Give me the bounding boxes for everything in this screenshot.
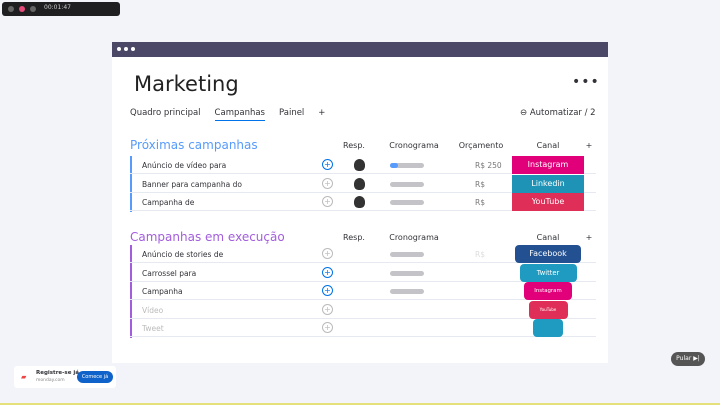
table-row[interactable]: Banner para campanha do + R$ Linkedin xyxy=(130,174,596,193)
board-tabs: Quadro principal Campanhas Painel + xyxy=(130,108,325,121)
pause-icon[interactable] xyxy=(8,6,14,12)
item-name[interactable]: Campanha xyxy=(142,287,183,296)
group-title[interactable]: Próximas campanhas xyxy=(130,138,258,152)
signup-banner: ▰ Registre-se já monday.com Comece já xyxy=(14,366,116,388)
group-color-bar xyxy=(130,156,132,212)
signup-title: Registre-se já xyxy=(36,370,79,376)
group-color-bar xyxy=(130,245,132,338)
budget-value[interactable]: R$ 250 xyxy=(475,161,502,170)
tab-quadro-principal[interactable]: Quadro principal xyxy=(130,108,201,118)
channel-label[interactable]: YouTube xyxy=(512,193,584,211)
table-row[interactable]: Anúncio de vídeo para + R$ 250 Instagram xyxy=(130,156,596,174)
column-header[interactable]: Orçamento xyxy=(458,141,504,150)
monday-logo-icon: ▰ xyxy=(21,373,27,381)
channel-label[interactable]: Instagram xyxy=(524,282,572,300)
timeline-bar[interactable] xyxy=(390,163,424,168)
table-row[interactable]: Anúncio de stories de + R$ Facebook xyxy=(130,245,596,263)
window-titlebar xyxy=(112,42,608,57)
more-options-icon[interactable]: ••• xyxy=(572,74,600,90)
add-update-icon[interactable]: + xyxy=(322,248,333,259)
board-window: Marketing ••• Quadro principal Campanhas… xyxy=(112,42,608,363)
automate-button[interactable]: ⊖ Automatizar / 2 xyxy=(520,108,596,118)
item-name[interactable]: Banner para campanha do xyxy=(142,179,242,189)
channel-label[interactable]: Instagram xyxy=(512,156,584,174)
avatar[interactable] xyxy=(354,159,365,171)
channel-label[interactable] xyxy=(533,319,563,337)
add-update-icon[interactable]: + xyxy=(322,177,333,189)
start-now-button[interactable]: Comece já xyxy=(77,371,113,383)
table-row[interactable]: Campanha de + R$ YouTube xyxy=(130,193,596,211)
add-tab-button[interactable]: + xyxy=(318,108,326,118)
column-header[interactable]: Cronograma xyxy=(389,141,439,150)
table-row[interactable]: Tweet + xyxy=(130,319,596,337)
recording-time: 00:01:47 xyxy=(44,4,71,11)
group-title[interactable]: Campanhas em execução xyxy=(130,230,285,244)
column-header[interactable]: Canal xyxy=(536,233,560,242)
budget-value[interactable]: R$ xyxy=(475,179,485,189)
item-name[interactable]: Tweet xyxy=(142,324,164,333)
channel-label[interactable]: Twitter xyxy=(519,263,577,282)
record-icon[interactable] xyxy=(19,6,25,12)
item-name[interactable]: Vídeo xyxy=(142,305,164,315)
channel-label[interactable]: Facebook xyxy=(515,245,581,263)
automate-label: Automatizar / 2 xyxy=(529,108,596,118)
tab-painel[interactable]: Painel xyxy=(279,108,305,118)
timeline-bar[interactable] xyxy=(390,270,424,276)
add-update-icon[interactable]: + xyxy=(322,159,333,170)
restart-icon[interactable] xyxy=(30,6,36,12)
column-header[interactable]: Cronograma xyxy=(389,233,439,242)
column-header[interactable]: + xyxy=(585,233,593,242)
channel-label[interactable]: YouTube xyxy=(528,300,568,319)
item-name[interactable]: Campanha de xyxy=(142,198,195,207)
signup-site: monday.com xyxy=(36,378,65,383)
table-row[interactable]: Carrossel para + Twitter xyxy=(130,263,596,282)
timeline-bar[interactable] xyxy=(390,181,424,187)
progress-line xyxy=(0,403,720,405)
table-row[interactable]: Campanha + Instagram xyxy=(130,282,596,300)
avatar[interactable] xyxy=(354,177,365,190)
column-header[interactable]: + xyxy=(585,141,593,150)
column-header[interactable]: Resp. xyxy=(343,141,365,150)
avatar[interactable] xyxy=(354,196,365,208)
budget-value[interactable]: R$ xyxy=(475,250,485,259)
budget-value[interactable]: R$ xyxy=(475,198,485,207)
column-header[interactable]: Resp. xyxy=(343,233,365,242)
item-name[interactable]: Carrossel para xyxy=(142,268,197,278)
add-update-icon[interactable]: + xyxy=(322,322,333,333)
item-name[interactable]: Anúncio de vídeo para xyxy=(142,161,227,170)
timeline-bar[interactable] xyxy=(390,252,424,257)
column-header[interactable]: Canal xyxy=(536,141,560,150)
add-update-icon[interactable]: + xyxy=(322,266,333,278)
timeline-bar[interactable] xyxy=(390,289,424,294)
skip-button[interactable]: Pular ▶| xyxy=(671,352,705,366)
timeline-bar[interactable] xyxy=(390,200,424,205)
table-row[interactable]: Vídeo + YouTube xyxy=(130,300,596,319)
add-update-icon[interactable]: + xyxy=(322,303,333,315)
add-update-icon[interactable]: + xyxy=(322,285,333,296)
add-update-icon[interactable]: + xyxy=(322,196,333,207)
board-title: Marketing xyxy=(134,72,239,96)
item-name[interactable]: Anúncio de stories de xyxy=(142,250,224,259)
channel-label[interactable]: Linkedin xyxy=(512,174,584,193)
tab-campanhas[interactable]: Campanhas xyxy=(214,108,265,121)
screen-recorder-bar: 00:01:47 xyxy=(2,2,120,16)
